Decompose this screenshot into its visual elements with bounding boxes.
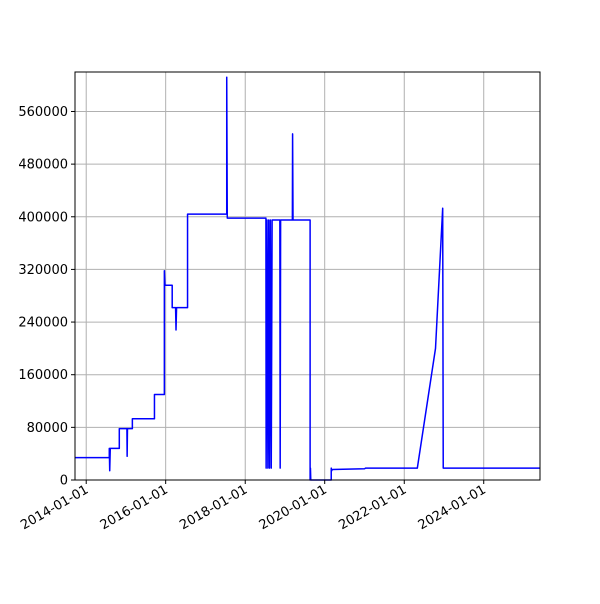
- series-line: [75, 76, 540, 481]
- grid: [75, 72, 540, 481]
- plot-frame: [74, 71, 541, 481]
- y-tick-label: 560000: [18, 105, 68, 120]
- y-tick-label: 160000: [18, 368, 68, 383]
- y-tick-label: 240000: [18, 316, 68, 331]
- y-tick-label: 320000: [18, 263, 68, 278]
- y-tick-label: 480000: [18, 158, 68, 173]
- series-layer: [75, 76, 540, 481]
- y-tick-label: 80000: [27, 421, 68, 436]
- y-tick-label: 0: [60, 474, 68, 489]
- y-tick-label: 400000: [18, 210, 68, 225]
